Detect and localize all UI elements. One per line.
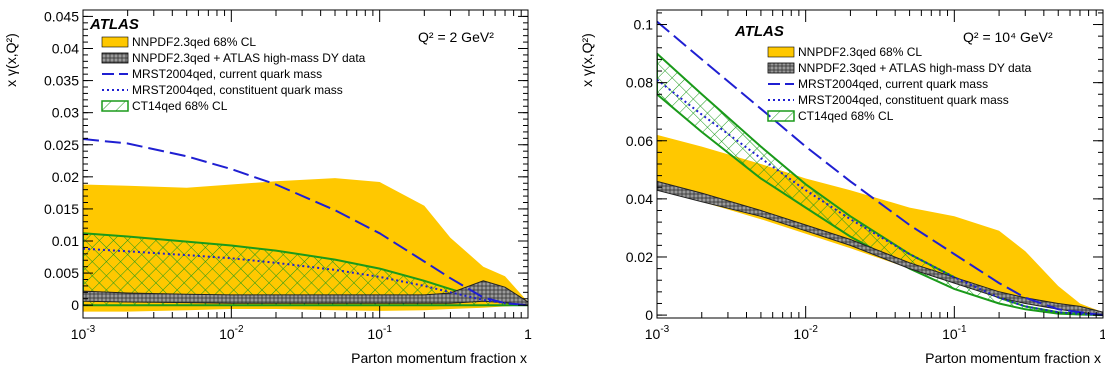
- mrst-constituent-line: [657, 78, 1103, 317]
- x-axis-label-right: Parton momentum fraction x: [925, 350, 1101, 366]
- legend-swatch-band-yellow: [767, 46, 795, 58]
- mrst-current-line: [83, 138, 528, 307]
- legend-label: MRST2004qed, current quark mass: [132, 67, 322, 81]
- legend-label: CT14qed 68% CL: [132, 99, 228, 113]
- x-tick-label: 10-2: [793, 324, 818, 342]
- plot-area-right: 0 0.02 0.04 0.06 0.08 0.1 10-3 10-2 10-1 1 NNPDF2.…: [626, 9, 1105, 342]
- chart-panel-right: 0 0.02 0.04 0.06 0.08 0.1 10-3 10-2 10-1 1 NNPDF2.…: [579, 9, 1105, 366]
- atlas-dy-band: [83, 280, 528, 306]
- y-tick-label: 0.08: [626, 75, 653, 91]
- legend-label: MRST2004qed, current quark mass: [798, 77, 988, 91]
- x-tick-label: 10-3: [645, 324, 670, 342]
- legend-swatch-band-hatched-grey: [767, 62, 795, 74]
- y-tick-label: 0.01: [52, 233, 79, 249]
- legend-label: NNPDF2.3qed + ATLAS high-mass DY data: [798, 61, 1032, 75]
- x-tick-label: 1: [1099, 326, 1105, 342]
- y-tick-label: 0.04: [52, 41, 79, 57]
- mrst-current-line: [657, 20, 1103, 317]
- nnpdf-band: [657, 134, 1103, 316]
- y-tick-label: 0.035: [44, 73, 79, 89]
- y-tick-label: 0.005: [44, 265, 79, 281]
- y-tick-label: 0.025: [44, 137, 79, 153]
- legend-label: CT14qed 68% CL: [798, 109, 894, 123]
- legend-label: MRST2004qed, constituent quark mass: [132, 83, 343, 97]
- x-axis-label-left: Parton momentum fraction x: [351, 350, 527, 366]
- legend-swatch-band-yellow: [101, 36, 129, 48]
- x-tick-label: 10-3: [71, 324, 96, 342]
- legend-label: NNPDF2.3qed 68% CL: [132, 35, 256, 49]
- legend-label: NNPDF2.3qed + ATLAS high-mass DY data: [132, 51, 366, 65]
- x-tick-label: 1: [524, 326, 532, 342]
- y-tick-label: 0.1: [634, 17, 654, 33]
- y-tick-label: 0: [71, 297, 79, 313]
- ct14-band-hatch-cross: [83, 233, 528, 306]
- legend-swatch-band-hatched-green: [767, 110, 795, 122]
- q2-label-left: Q² = 2 GeV²: [418, 29, 494, 45]
- series-group: [83, 138, 528, 312]
- series-group: [657, 20, 1103, 317]
- y-tick-label: 0.03: [52, 105, 79, 121]
- q2-label-right: Q² = 10⁴ GeV²: [963, 29, 1053, 45]
- atlas-label-left: ATLAS: [89, 16, 139, 33]
- chart-panel-left: 0 0.005 0.01 0.015 0.02 0.025 0.03 0.035 0.04 0.0…: [3, 8, 532, 366]
- y-tick-label: 0.02: [626, 249, 653, 265]
- plot-area-left: 0 0.005 0.01 0.015 0.02 0.025 0.03 0.035 0.04 0.0…: [44, 8, 532, 342]
- y-tick-label: 0.06: [626, 133, 653, 149]
- legend-label: MRST2004qed, constituent quark mass: [798, 93, 1009, 107]
- y-tick-label: 0: [645, 307, 653, 323]
- y-tick-label: 0.04: [626, 191, 653, 207]
- y-tick-label: 0.045: [44, 8, 79, 24]
- y-tick-label: 0.015: [44, 201, 79, 217]
- x-tick-label: 10-2: [219, 324, 244, 342]
- x-tick-label: 10-1: [942, 324, 967, 342]
- y-tick-label: 0.02: [52, 169, 79, 185]
- legend-swatch-band-hatched-green: [101, 100, 129, 112]
- y-axis-label-right: x γ(x,Q²): [579, 33, 595, 87]
- x-tick-label: 10-1: [367, 324, 392, 342]
- legend-swatch-band-hatched-grey: [101, 52, 129, 64]
- mrst-constituent-line: [83, 247, 528, 307]
- y-axis-label-left: x γ(x,Q²): [3, 33, 19, 87]
- atlas-dy-band: [657, 180, 1103, 316]
- legend-label: NNPDF2.3qed 68% CL: [798, 45, 922, 59]
- atlas-label-right: ATLAS: [734, 23, 784, 40]
